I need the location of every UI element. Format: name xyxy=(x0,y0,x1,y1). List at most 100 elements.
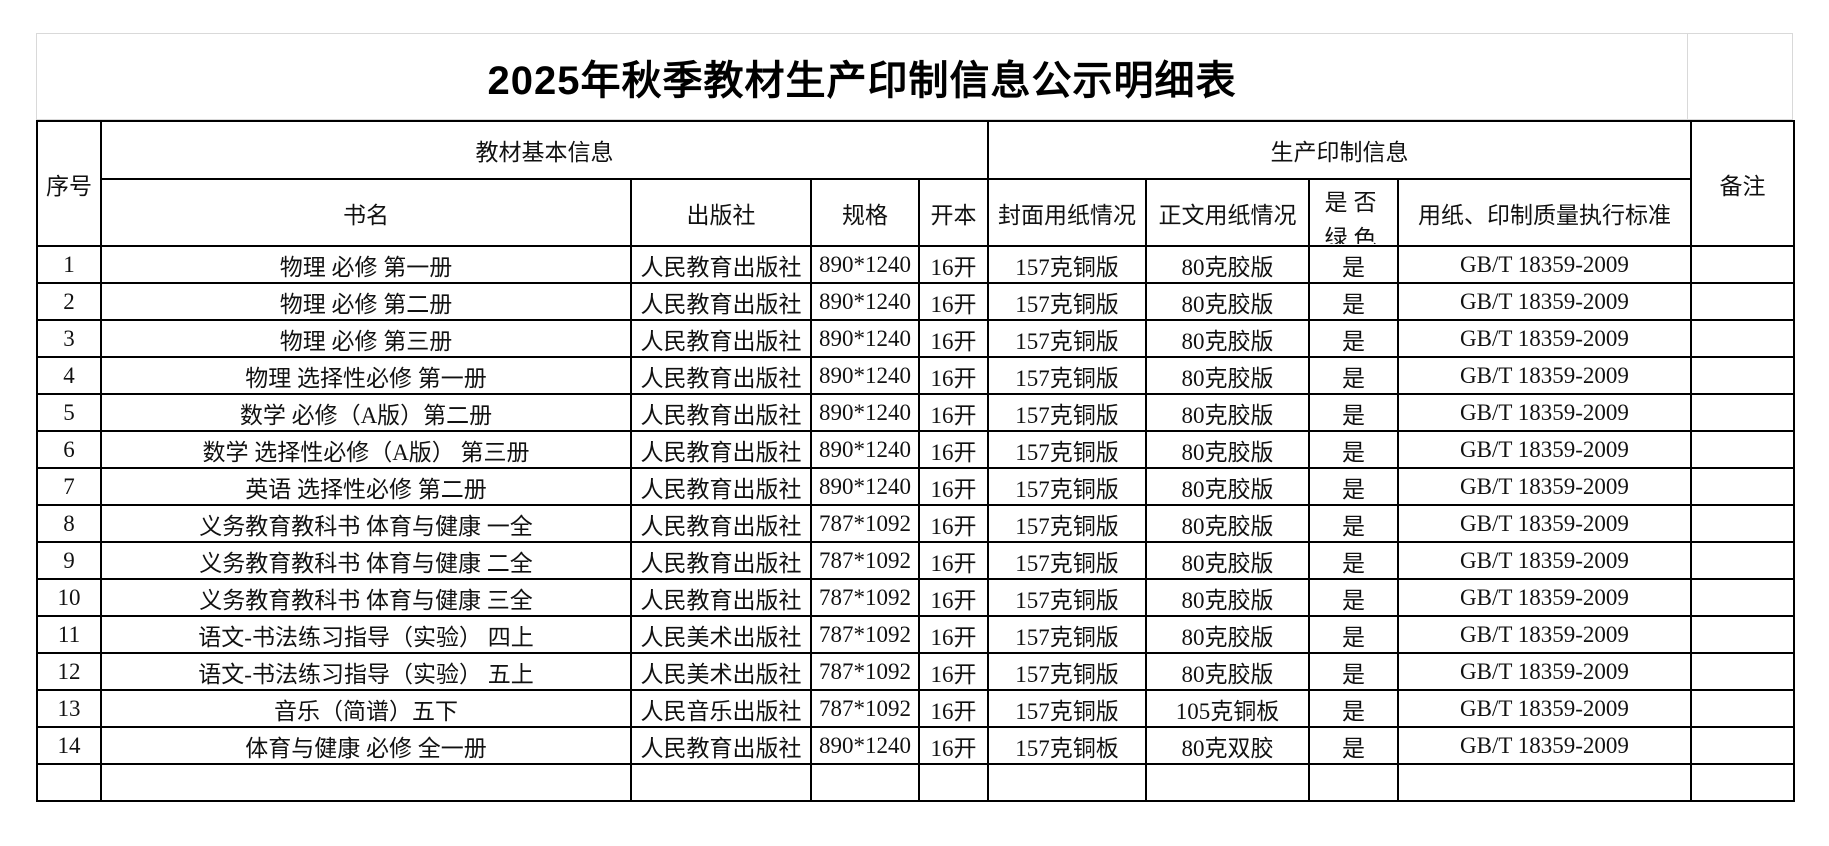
cell-spec: 890*1240 xyxy=(810,319,920,358)
cell-green: 是 xyxy=(1308,689,1399,728)
cell-remark xyxy=(1690,356,1795,395)
header-green-clipped-text: 是否 绿色 xyxy=(1313,181,1394,244)
cell-publisher: 人民教育出版社 xyxy=(630,578,812,617)
cell-green: 是 xyxy=(1308,726,1399,765)
cell-green: 是 xyxy=(1308,319,1399,358)
cell-quality-standard: GB/T 18359-2009 xyxy=(1397,282,1692,321)
cell-publisher: 人民教育出版社 xyxy=(630,467,812,506)
header-quality-standard: 用纸、印制质量执行标准 xyxy=(1397,178,1692,247)
cell-cover-paper: 157克铜版 xyxy=(987,356,1147,395)
cell-publisher: 人民美术出版社 xyxy=(630,652,812,691)
cell-body-paper: 80克胶版 xyxy=(1145,467,1310,506)
cell-spec: 890*1240 xyxy=(810,282,920,321)
cell-publisher: 人民美术出版社 xyxy=(630,615,812,654)
cell-format: 16开 xyxy=(918,467,989,506)
table-row: 9 义务教育教科书 体育与健康 二全 人民教育出版社 787*1092 16开 … xyxy=(36,541,1795,580)
table-row: 13 音乐（简谱）五下 人民音乐出版社 787*1092 16开 157克铜版 … xyxy=(36,689,1795,728)
cell-book-name: 义务教育教科书 体育与健康 一全 xyxy=(100,504,632,543)
cell-serial: 3 xyxy=(36,319,102,358)
cell-book-name: 义务教育教科书 体育与健康 二全 xyxy=(100,541,632,580)
cell-quality-standard: GB/T 18359-2009 xyxy=(1397,467,1692,506)
header-book-name: 书名 xyxy=(100,178,632,247)
cell-remark xyxy=(1690,652,1795,691)
cell-spec: 787*1092 xyxy=(810,504,920,543)
cell-book-name: 物理 选择性必修 第一册 xyxy=(100,356,632,395)
header-publisher: 出版社 xyxy=(630,178,812,247)
cell-green xyxy=(1308,763,1399,802)
cell-remark xyxy=(1690,726,1795,765)
cell-serial: 14 xyxy=(36,726,102,765)
cell-quality-standard: GB/T 18359-2009 xyxy=(1397,430,1692,469)
cell-cover-paper: 157克铜版 xyxy=(987,504,1147,543)
cell-spec: 890*1240 xyxy=(810,356,920,395)
cell-cover-paper: 157克铜版 xyxy=(987,541,1147,580)
header-green-line2: 绿色 xyxy=(1324,226,1383,244)
cell-quality-standard: GB/T 18359-2009 xyxy=(1397,541,1692,580)
cell-remark xyxy=(1690,319,1795,358)
cell-green: 是 xyxy=(1308,467,1399,506)
cell-body-paper xyxy=(1145,763,1310,802)
cell-body-paper: 80克胶版 xyxy=(1145,615,1310,654)
cell-format: 16开 xyxy=(918,393,989,432)
cell-cover-paper: 157克铜版 xyxy=(987,467,1147,506)
cell-serial: 8 xyxy=(36,504,102,543)
cell-book-name: 语文-书法练习指导（实验） 四上 xyxy=(100,615,632,654)
cell-green: 是 xyxy=(1308,541,1399,580)
cell-body-paper: 80克胶版 xyxy=(1145,356,1310,395)
cell-format: 16开 xyxy=(918,282,989,321)
cell-green: 是 xyxy=(1308,356,1399,395)
cell-publisher: 人民教育出版社 xyxy=(630,504,812,543)
table-row: 12 语文-书法练习指导（实验） 五上 人民美术出版社 787*1092 16开… xyxy=(36,652,1795,691)
cell-cover-paper: 157克铜版 xyxy=(987,689,1147,728)
cell-book-name xyxy=(100,763,632,802)
cell-quality-standard xyxy=(1397,763,1692,802)
cell-remark xyxy=(1690,615,1795,654)
cell-remark xyxy=(1690,430,1795,469)
cell-publisher: 人民教育出版社 xyxy=(630,430,812,469)
cell-green: 是 xyxy=(1308,430,1399,469)
cell-quality-standard: GB/T 18359-2009 xyxy=(1397,393,1692,432)
cell-serial: 2 xyxy=(36,282,102,321)
cell-format: 16开 xyxy=(918,652,989,691)
cell-serial: 9 xyxy=(36,541,102,580)
cell-format: 16开 xyxy=(918,430,989,469)
header-group-production-info: 生产印制信息 xyxy=(987,120,1692,180)
cell-spec: 890*1240 xyxy=(810,245,920,284)
title-strip: 2025年秋季教材生产印制信息公示明细表 xyxy=(36,33,1793,120)
cell-green: 是 xyxy=(1308,615,1399,654)
cell-spec: 787*1092 xyxy=(810,615,920,654)
cell-serial: 11 xyxy=(36,615,102,654)
cell-serial: 10 xyxy=(36,578,102,617)
cell-green: 是 xyxy=(1308,282,1399,321)
table-row: 11 语文-书法练习指导（实验） 四上 人民美术出版社 787*1092 16开… xyxy=(36,615,1795,654)
cell-publisher: 人民教育出版社 xyxy=(630,356,812,395)
cell-cover-paper: 157克铜版 xyxy=(987,615,1147,654)
cell-format: 16开 xyxy=(918,726,989,765)
cell-spec: 787*1092 xyxy=(810,578,920,617)
header-body-paper: 正文用纸情况 xyxy=(1145,178,1310,247)
cell-remark xyxy=(1690,245,1795,284)
cell-spec: 787*1092 xyxy=(810,689,920,728)
cell-format xyxy=(918,763,989,802)
cell-spec: 890*1240 xyxy=(810,393,920,432)
cell-body-paper: 80克胶版 xyxy=(1145,504,1310,543)
header-cover-paper: 封面用纸情况 xyxy=(987,178,1147,247)
cell-spec: 890*1240 xyxy=(810,467,920,506)
header-green: 是否 绿色 xyxy=(1308,178,1399,247)
cell-serial: 13 xyxy=(36,689,102,728)
cell-body-paper: 80克胶版 xyxy=(1145,541,1310,580)
cell-publisher: 人民教育出版社 xyxy=(630,282,812,321)
cell-book-name: 物理 必修 第三册 xyxy=(100,319,632,358)
table-row: 4 物理 选择性必修 第一册 人民教育出版社 890*1240 16开 157克… xyxy=(36,356,1795,395)
cell-format: 16开 xyxy=(918,578,989,617)
table-row: 6 数学 选择性必修（A版） 第三册 人民教育出版社 890*1240 16开 … xyxy=(36,430,1795,469)
cell-remark xyxy=(1690,504,1795,543)
header-group-basic-info: 教材基本信息 xyxy=(100,120,989,180)
cell-serial: 7 xyxy=(36,467,102,506)
cell-body-paper: 80克胶版 xyxy=(1145,393,1310,432)
cell-body-paper: 105克铜板 xyxy=(1145,689,1310,728)
cell-publisher: 人民教育出版社 xyxy=(630,393,812,432)
cell-remark xyxy=(1690,467,1795,506)
cell-format: 16开 xyxy=(918,356,989,395)
